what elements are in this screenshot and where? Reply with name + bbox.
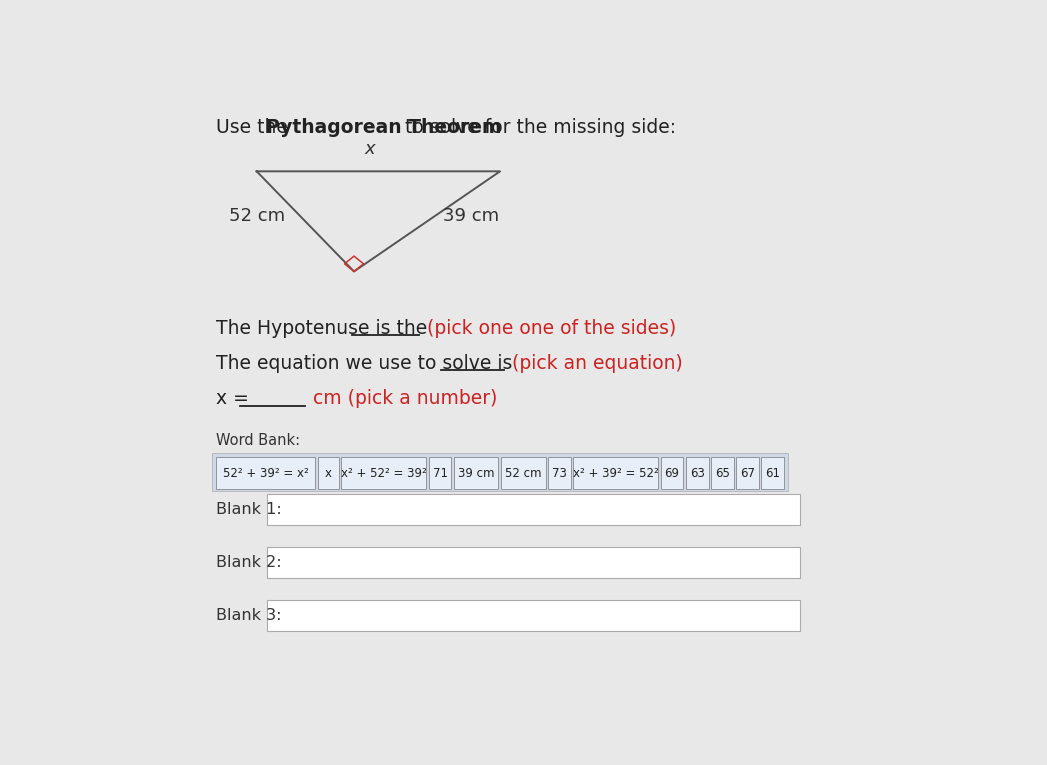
FancyBboxPatch shape (428, 457, 451, 490)
Text: 39 cm: 39 cm (443, 207, 499, 224)
Text: 39 cm: 39 cm (458, 467, 494, 480)
FancyBboxPatch shape (341, 457, 426, 490)
FancyBboxPatch shape (453, 457, 498, 490)
Text: x² + 52² = 39²: x² + 52² = 39² (340, 467, 426, 480)
FancyBboxPatch shape (736, 457, 759, 490)
Text: 52² + 39² = x²: 52² + 39² = x² (223, 467, 309, 480)
Text: 71: 71 (432, 467, 447, 480)
FancyBboxPatch shape (267, 494, 800, 525)
Text: x: x (325, 467, 332, 480)
Text: 73: 73 (552, 467, 566, 480)
FancyBboxPatch shape (711, 457, 734, 490)
Text: 63: 63 (690, 467, 705, 480)
Text: x =: x = (216, 389, 249, 409)
Text: Use the: Use the (216, 119, 294, 137)
FancyBboxPatch shape (267, 601, 800, 631)
Text: 67: 67 (740, 467, 755, 480)
FancyBboxPatch shape (267, 547, 800, 578)
FancyBboxPatch shape (761, 457, 784, 490)
Text: 61: 61 (765, 467, 780, 480)
Text: Pythagorean Theorem: Pythagorean Theorem (266, 119, 502, 137)
Text: Word Bank:: Word Bank: (216, 434, 300, 448)
Text: 69: 69 (665, 467, 680, 480)
FancyBboxPatch shape (317, 457, 338, 490)
FancyBboxPatch shape (211, 454, 788, 490)
Text: (pick one one of the sides): (pick one one of the sides) (427, 318, 676, 337)
Text: cm (pick a number): cm (pick a number) (313, 389, 497, 409)
FancyBboxPatch shape (500, 457, 545, 490)
FancyBboxPatch shape (573, 457, 659, 490)
Text: x² + 39² = 52²: x² + 39² = 52² (573, 467, 659, 480)
Text: 65: 65 (715, 467, 730, 480)
Text: x: x (365, 140, 376, 158)
FancyBboxPatch shape (686, 457, 709, 490)
Text: The equation we use to solve is: The equation we use to solve is (216, 354, 512, 373)
FancyBboxPatch shape (661, 457, 684, 490)
Text: to solve for the missing side:: to solve for the missing side: (399, 119, 675, 137)
FancyBboxPatch shape (548, 457, 571, 490)
Text: The Hypotenuse is the: The Hypotenuse is the (216, 318, 427, 337)
FancyBboxPatch shape (216, 457, 315, 490)
Text: (pick an equation): (pick an equation) (512, 354, 683, 373)
Text: 52 cm: 52 cm (505, 467, 541, 480)
Text: Blank 2:: Blank 2: (216, 555, 282, 570)
Text: Blank 3:: Blank 3: (216, 608, 282, 623)
Text: 52 cm: 52 cm (229, 207, 285, 224)
Text: Blank 1:: Blank 1: (216, 502, 282, 517)
